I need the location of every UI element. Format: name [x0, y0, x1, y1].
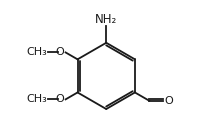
- Text: CH₃: CH₃: [27, 47, 48, 57]
- Text: O: O: [56, 47, 65, 57]
- Text: CH₃: CH₃: [27, 94, 48, 104]
- Text: O: O: [164, 96, 173, 106]
- Text: NH₂: NH₂: [95, 13, 117, 26]
- Text: O: O: [56, 94, 65, 104]
